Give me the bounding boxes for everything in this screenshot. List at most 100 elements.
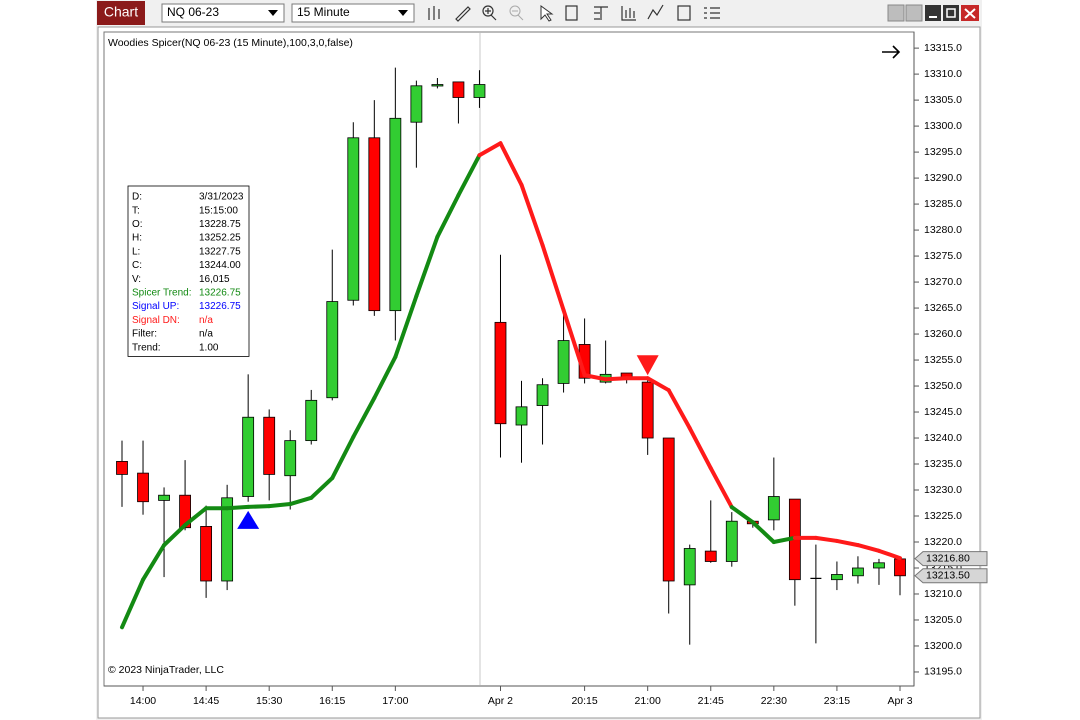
copyright: © 2023 NinjaTrader, LLC [108,664,224,676]
x-tick-label: Apr 3 [887,695,912,707]
y-tick-label: 13295.0 [924,146,962,158]
scroll-arrow[interactable] [882,45,901,59]
trend-line-segment [750,520,776,544]
y-tick-label: 13280.0 [924,224,962,236]
trend-line-segment [771,535,797,544]
maximize-glyph [946,8,956,18]
trend-line-segment [519,182,545,248]
candle-body [137,472,149,503]
candle-body [767,496,780,521]
zoom-out-glyph [512,10,524,21]
data-box-label: T: [132,205,140,216]
data-box-value: 15:15:00 [199,205,238,216]
candle-body [725,520,738,562]
zoom-out-icon[interactable] [509,5,521,17]
candle-body [536,384,549,406]
trend-line-segment [729,505,755,525]
templates-icon[interactable] [677,5,691,21]
data-box-value: 13227.75 [199,246,241,257]
properties-icon[interactable] [594,6,608,20]
trend-line-segment [666,388,692,431]
chart-tab[interactable] [97,1,145,25]
data-box-value: 13226.75 [199,301,241,312]
trend-line-segment [561,308,587,378]
x-tick-label: 21:00 [635,695,661,707]
trend-line-segment [477,141,503,158]
trend-line-segment [603,376,629,382]
y-tick-label: 13200.0 [924,640,962,652]
window-button[interactable] [887,4,905,22]
y-tick-label: 13210.0 [924,588,962,600]
y-tick-label: 13235.0 [924,458,962,470]
trend-line-segment [393,294,419,359]
y-tick-label: 13260.0 [924,328,962,340]
trend-line-segment [288,495,314,507]
candle-body [263,416,276,475]
data-box-value: 1.00 [199,342,219,353]
y-tick-label: 13230.0 [924,484,962,496]
trend-line-segment [267,502,293,509]
x-tick-label: Apr 2 [488,695,513,707]
price-marker [914,551,988,567]
y-tick-label: 13255.0 [924,354,962,366]
data-box [127,185,250,357]
y-tick-label: 13270.0 [924,276,962,288]
maximize-button[interactable] [943,5,959,21]
list-icon[interactable] [704,7,720,19]
trend-line-segment [330,434,356,481]
y-tick-label: 13275.0 [924,250,962,262]
trend-line-segment [582,373,608,382]
x-tick-label: 14:45 [193,695,219,707]
y-tick-label: 13225.0 [924,510,962,522]
candle-body [494,321,507,425]
interval-select[interactable] [291,3,415,23]
y-tick-label: 13305.0 [924,94,962,106]
y-tick-label: 13300.0 [924,120,962,132]
data-box-value: 13228.75 [199,219,241,230]
x-tick-label: 23:15 [824,695,850,707]
indicators-icon[interactable] [621,6,636,21]
pointer-icon[interactable] [540,5,554,22]
trend-line-segment [351,395,377,439]
y-tick-label: 13220.0 [924,536,962,548]
strategies-icon[interactable] [647,4,664,20]
zoom-in-icon[interactable] [482,5,494,17]
window-button[interactable] [905,4,923,22]
instrument-value: NQ 06-23 [167,5,219,19]
data-box-value: 16,015 [199,274,230,285]
candle-body [410,85,423,123]
candle-body [221,497,234,582]
candle-body [116,461,128,475]
trend-line-segment [834,538,860,548]
candle-body [326,301,339,399]
trend-line-segment [225,504,251,511]
data-box-label: L: [132,246,140,257]
data-box-label: Signal DN: [132,315,180,326]
data-box-label: D: [132,192,142,203]
y-tick-label: 13240.0 [924,432,962,444]
candle-body [641,381,654,439]
instrument-select[interactable] [161,3,285,23]
y-tick-label: 13310.0 [924,68,962,80]
data-box-value: n/a [199,315,213,326]
bar-type-icon[interactable] [428,6,440,20]
data-box-value: 13252.25 [199,233,241,244]
trend-line-segment [456,153,482,198]
y-tick-label: 13250.0 [924,380,962,392]
interval-value: 15 Minute [297,5,350,19]
y-tick-label: 13245.0 [924,406,962,418]
x-tick-label: 14:00 [130,695,156,707]
trend-line-segment [687,426,713,471]
candle-body [284,440,297,477]
trend-line-segment [372,354,398,400]
close-glyph [964,8,976,19]
y-tick-label: 13290.0 [924,172,962,184]
data-box-icon[interactable] [565,5,578,21]
data-box-label: Filter: [132,329,157,340]
draw-icon[interactable] [455,6,471,22]
minimize-button[interactable] [925,5,941,21]
data-box-label: H: [132,233,142,244]
trend-line-segment [246,504,272,509]
